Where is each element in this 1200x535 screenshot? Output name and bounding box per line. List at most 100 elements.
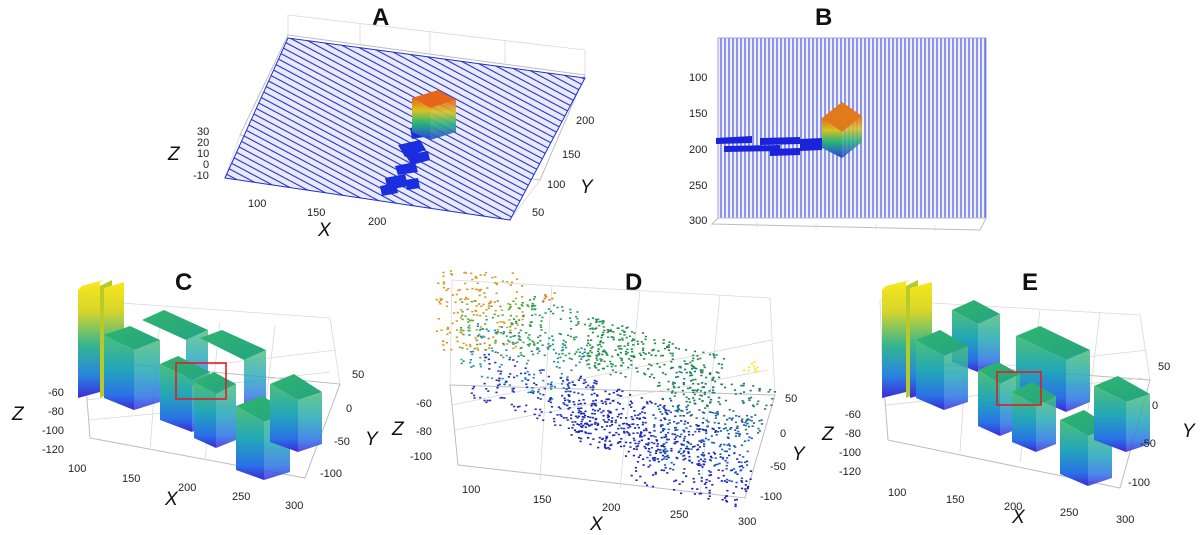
panel-d-point: [607, 330, 611, 332]
panel-d-point: [611, 355, 614, 358]
panel-d-point: [565, 388, 568, 390]
panel-d-point: [684, 368, 687, 371]
panel-d-point: [606, 436, 609, 438]
panel-d-point: [540, 411, 543, 413]
panel-d-point: [642, 406, 645, 409]
panel-d-point: [751, 362, 754, 365]
panel-d-point: [566, 419, 569, 421]
panel-d-point: [612, 391, 615, 394]
panel-d: D -60 -80 -100 100 150 200 250 300 50: [391, 269, 806, 535]
panel-d-point: [659, 411, 662, 413]
panel-d-point: [769, 389, 772, 391]
panel-d-point: [678, 370, 681, 373]
panel-d-point: [689, 443, 692, 445]
panel-d-point: [695, 367, 698, 370]
panel-d-point: [496, 329, 499, 331]
panel-d-point: [589, 416, 592, 419]
panel-d-point: [508, 356, 512, 359]
panel-d-point: [655, 440, 659, 442]
panel-d-point: [494, 276, 497, 278]
panel-d-point: [608, 448, 611, 450]
panel-d-point: [676, 405, 679, 407]
panel-d-point: [703, 366, 706, 369]
panel-d-point: [559, 414, 562, 416]
panel-d-point: [564, 390, 567, 393]
panel-d-point: [461, 301, 464, 303]
panel-d-point: [542, 419, 545, 421]
panel-d-point: [521, 380, 524, 382]
panel-d-point: [586, 363, 589, 366]
panel-d-point: [676, 440, 679, 443]
panel-e-x-label: X: [1011, 507, 1026, 528]
panel-d-point: [625, 423, 629, 425]
panel-d-point: [691, 487, 694, 490]
panel-d-point: [456, 340, 459, 343]
panel-d-point: [572, 336, 576, 339]
panel-d-point: [594, 421, 597, 424]
panel-d-point: [614, 421, 617, 424]
panel-d-point: [705, 481, 708, 484]
panel-d-point: [439, 298, 442, 300]
panel-d-point: [725, 450, 728, 453]
panel-d-point: [505, 343, 509, 345]
panel-d-point: [533, 343, 536, 345]
panel-d-point: [701, 428, 704, 431]
panel-d-point: [673, 480, 676, 483]
panel-d-point: [586, 423, 589, 426]
panel-d-point: [483, 336, 486, 339]
panel-d-point: [573, 391, 576, 394]
panel-d-point: [701, 371, 704, 373]
panel-e-xtick: 200: [1004, 501, 1022, 513]
panel-d-point: [511, 323, 514, 325]
panel-d-point: [607, 446, 610, 449]
panel-d-point: [440, 329, 443, 331]
panel-d-point: [577, 411, 580, 414]
panel-d-point: [590, 403, 594, 405]
panel-d-point: [632, 338, 635, 340]
panel-d-point: [725, 495, 728, 498]
panel-e-xtick: 250: [1060, 507, 1078, 519]
panel-d-point: [584, 426, 587, 428]
panel-d-point: [640, 354, 643, 356]
panel-d-point: [566, 404, 569, 407]
panel-a-ytick: 200: [576, 115, 594, 127]
panel-d-point: [742, 382, 745, 385]
panel-d-point: [608, 411, 611, 414]
panel-d-point: [524, 378, 527, 381]
panel-d-ztick: -80: [416, 426, 432, 438]
panel-d-point: [708, 373, 712, 375]
panel-d-point: [644, 338, 647, 341]
panel-d-point: [463, 271, 466, 274]
panel-d-point: [567, 390, 570, 393]
panel-d-point: [671, 352, 674, 355]
panel-d-point: [548, 337, 551, 340]
panel-d-point: [494, 342, 497, 344]
panel-d-point: [567, 385, 570, 387]
panel-d-point: [592, 400, 595, 402]
panel-d-point: [610, 421, 613, 423]
panel-d-point: [505, 354, 508, 357]
panel-d-point: [564, 399, 567, 402]
panel-d-point: [661, 398, 664, 401]
panel-d-point: [582, 412, 585, 415]
panel-d-point: [526, 304, 529, 306]
panel-d-point: [536, 348, 539, 351]
panel-d-point: [734, 393, 737, 395]
panel-d-point: [521, 285, 524, 287]
panel-d-point: [442, 283, 445, 285]
panel-d-point: [578, 351, 582, 354]
panel-d-point: [453, 312, 456, 314]
panel-d-point: [630, 402, 634, 404]
panel-d-point: [594, 399, 597, 402]
panel-d-point: [728, 454, 731, 457]
panel-d-point: [547, 343, 550, 345]
panel-d-point: [753, 361, 756, 363]
panel-d-point: [653, 459, 656, 461]
panel-d-point: [749, 470, 752, 472]
panel-d-point: [512, 318, 516, 320]
panel-d-point: [630, 416, 633, 418]
panel-d-point: [630, 406, 633, 408]
panel-d-point: [677, 408, 680, 410]
panel-d-point: [716, 412, 719, 415]
panel-d-point: [707, 452, 710, 455]
